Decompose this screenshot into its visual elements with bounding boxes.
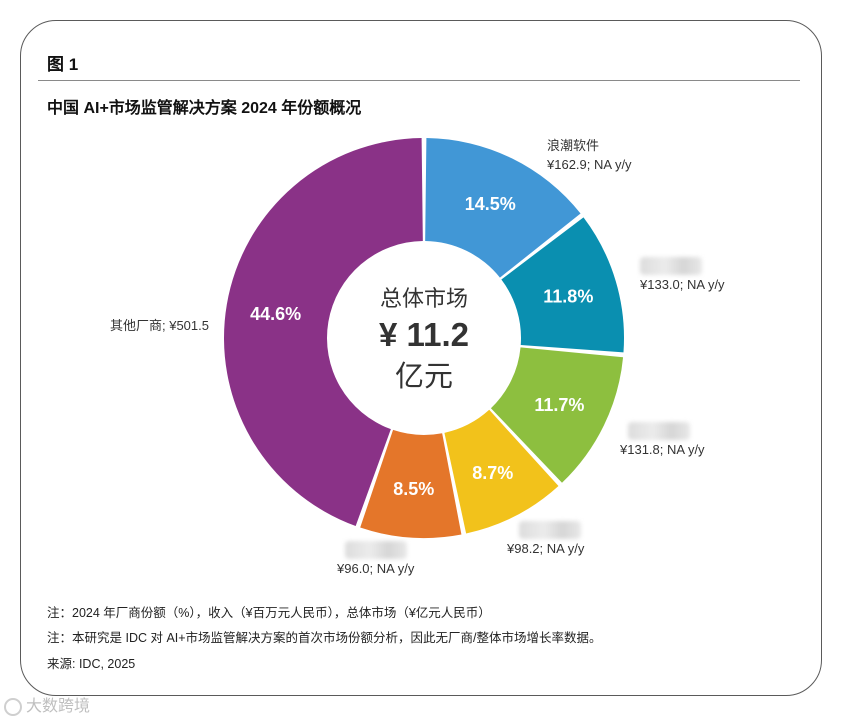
donut-slice-6 [224,138,423,526]
watermark-text: 大数跨境 [26,698,91,715]
center-label-value: ¥ 11.2 [379,316,469,353]
callout-vendor-3-value: ¥131.8; NA y/y [620,441,705,457]
callout-inspur: 浪潮软件 ¥162.9; NA y/y [547,136,632,174]
source-line: 来源: IDC, 2025 [47,657,136,671]
donut-slice-2 [501,217,624,353]
callout-vendor-3: ¥131.8; NA y/y [620,420,705,459]
slice-percent-label-6: 44.6% [250,304,301,324]
donut-slice-1 [425,138,581,278]
slice-percent-label-4: 8.7% [472,463,513,483]
note-units: 注：2024 年厂商份额（%），收入（¥百万元人民币），总体市场（¥亿元人民币） [47,606,491,620]
callout-vendor-5-value: ¥96.0; NA y/y [337,560,415,576]
redacted-vendor-name [628,421,690,440]
center-label-market: 总体市场 [380,286,468,311]
note-first-study: 注：本研究是 IDC 对 AI+市场监管解决方案的首次市场份额分析，因此无厂商/… [47,631,602,645]
callout-vendor-4-value: ¥98.2; NA y/y [507,540,585,556]
callout-vendor-4: ¥98.2; NA y/y [507,519,584,558]
watermark-logo-icon [4,697,22,716]
figure-label: 图 1 [47,55,79,74]
callout-others: 其他厂商; ¥501.5 [110,316,209,335]
callout-inspur-name: 浪潮软件 [547,138,600,153]
divider [38,80,800,81]
callout-vendor-2: ¥133.0; NA y/y [640,255,725,294]
donut-slice-3 [490,347,624,483]
chart-title: 中国 AI+市场监管解决方案 2024 年份额概况 [47,100,362,117]
callout-vendor-5: ¥96.0; NA y/y [337,539,414,578]
slice-percent-label-2: 11.8% [543,286,593,306]
slice-percent-label-3: 11.7% [534,395,584,415]
callout-vendor-2-value: ¥133.0; NA y/y [640,276,725,292]
redacted-vendor-name [345,540,407,559]
callout-inspur-value: ¥162.9; NA y/y [547,157,632,172]
watermark: 大数跨境 [4,692,90,716]
center-label-unit: 亿元 [395,360,453,393]
donut-slice-4 [444,409,559,534]
donut-slice-5 [360,429,462,538]
slice-percent-label-1: 14.5% [465,194,516,214]
callout-others-value: 其他厂商; ¥501.5 [110,318,209,333]
redacted-vendor-name [519,520,581,539]
slice-percent-label-5: 8.5% [393,479,434,499]
figure-card [20,20,822,696]
redacted-vendor-name [640,256,702,275]
